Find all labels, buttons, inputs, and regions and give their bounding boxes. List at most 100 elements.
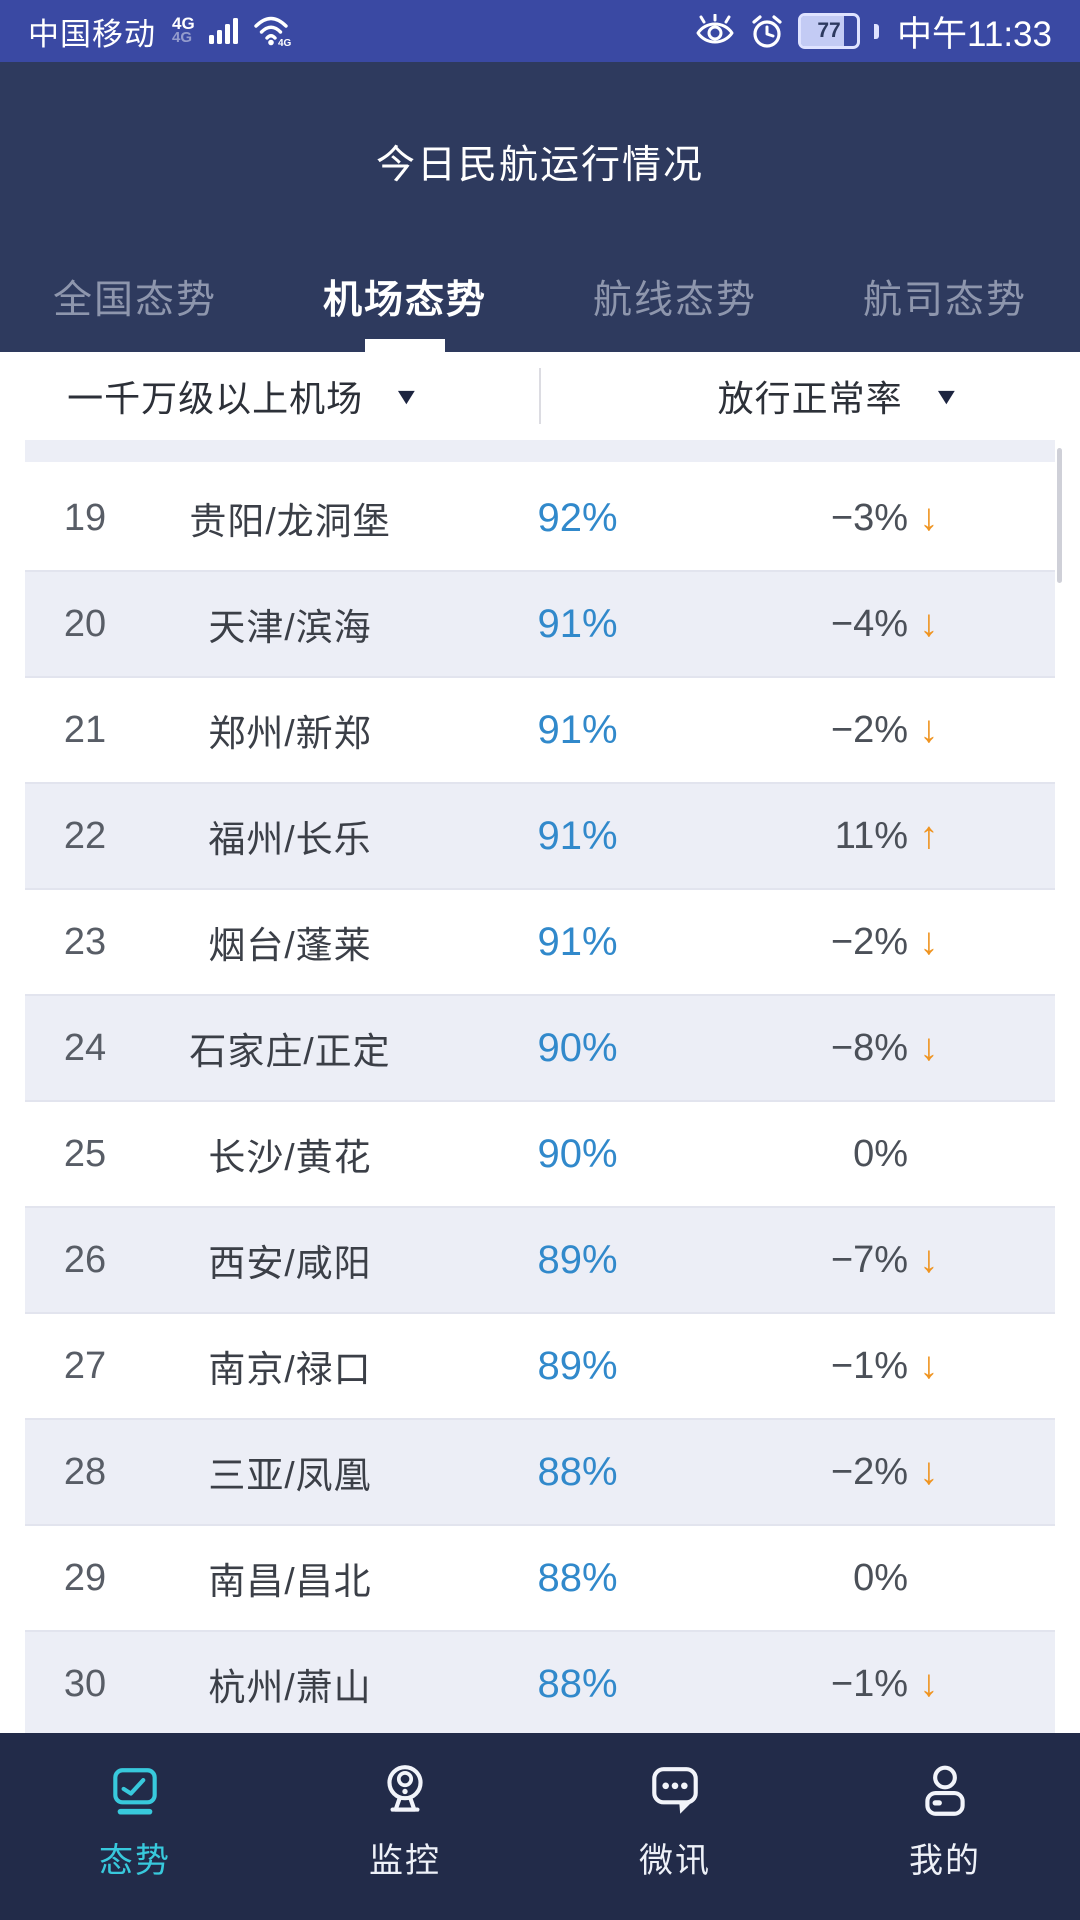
rank-value: 20 bbox=[63, 602, 107, 645]
change-cell: −3% ↓ bbox=[720, 497, 1055, 540]
nav-label: 监控 bbox=[369, 1842, 441, 1880]
eye-comfort-icon bbox=[694, 14, 736, 48]
tab-routes[interactable]: 航线态势 bbox=[592, 279, 757, 322]
table-row[interactable]: 22 福州/长乐 91% 11% ↑ bbox=[25, 782, 1055, 888]
tab-airlines[interactable]: 航司态势 bbox=[862, 279, 1027, 322]
webcam-icon bbox=[378, 1763, 432, 1821]
battery-cap bbox=[874, 23, 879, 39]
rank-value: 27 bbox=[63, 1344, 107, 1387]
rank-value: 26 bbox=[63, 1238, 107, 1281]
rate-value: 88% bbox=[537, 1661, 618, 1706]
airport-name: 南京/禄口 bbox=[208, 1349, 372, 1390]
rate-value: 89% bbox=[537, 1343, 618, 1388]
rank-value: 22 bbox=[63, 814, 107, 857]
tab-national[interactable]: 全国态势 bbox=[52, 279, 217, 322]
rate-value: 91% bbox=[537, 813, 618, 858]
change-value: −2% bbox=[830, 1450, 908, 1493]
change-value: −2% bbox=[830, 920, 908, 963]
trend-down-arrow-icon: ↓ bbox=[919, 920, 939, 963]
filter-divider bbox=[539, 368, 541, 424]
airport-name: 天津/滨海 bbox=[208, 607, 372, 648]
nav-label: 态势 bbox=[99, 1842, 171, 1880]
change-value: 11% bbox=[834, 814, 908, 857]
scrollbar[interactable] bbox=[1057, 448, 1062, 583]
rank-value: 30 bbox=[63, 1662, 107, 1705]
page-title: 今日民航运行情况 bbox=[375, 144, 704, 187]
status-bar: 中国移动 4G 4G 4G bbox=[0, 0, 1080, 62]
svg-text:4G: 4G bbox=[278, 38, 292, 48]
change-value: −8% bbox=[830, 1026, 908, 1069]
battery-level: 77 bbox=[817, 19, 841, 42]
trend-down-arrow-icon: ↓ bbox=[919, 602, 939, 645]
rank-value: 29 bbox=[63, 1556, 107, 1599]
rate-value: 90% bbox=[537, 1131, 618, 1176]
nav-label: 我的 bbox=[909, 1842, 981, 1880]
airport-level-dropdown[interactable]: 一千万级以上机场 ▼ bbox=[0, 352, 485, 440]
battery-icon: 77 bbox=[798, 13, 860, 49]
trend-down-arrow-icon: ↓ bbox=[919, 1662, 939, 1705]
rank-value: 19 bbox=[63, 496, 107, 539]
airport-name: 南昌/昌北 bbox=[208, 1561, 372, 1602]
nav-item-situation[interactable]: 态势 bbox=[0, 1733, 270, 1920]
airport-name: 杭州/萧山 bbox=[208, 1667, 372, 1708]
metric-dropdown[interactable]: 放行正常率 ▼ bbox=[485, 352, 1080, 440]
tab-bar: 全国态势 机场态势 航线态势 航司态势 bbox=[0, 242, 1080, 352]
change-cell: 0% bbox=[720, 1133, 1055, 1176]
change-cell: 11% ↑ bbox=[720, 815, 1055, 858]
network-type-badge: 4G 4G bbox=[172, 14, 195, 46]
rate-value: 92% bbox=[537, 495, 618, 540]
profile-icon bbox=[918, 1763, 972, 1821]
table-row[interactable]: 29 南昌/昌北 88% 0% bbox=[25, 1524, 1055, 1630]
rate-value: 89% bbox=[537, 1237, 618, 1282]
trend-down-arrow-icon: ↓ bbox=[919, 496, 939, 539]
table-row[interactable]: 28 三亚/凤凰 88% −2% ↓ bbox=[25, 1418, 1055, 1524]
chat-bubble-icon bbox=[648, 1763, 702, 1821]
rate-value: 88% bbox=[537, 1449, 618, 1494]
rate-value: 88% bbox=[537, 1555, 618, 1600]
table-row[interactable]: 26 西安/咸阳 89% −7% ↓ bbox=[25, 1206, 1055, 1312]
caret-down-icon: ▼ bbox=[392, 382, 421, 409]
nav-item-messages[interactable]: 微讯 bbox=[540, 1733, 810, 1920]
rate-value: 91% bbox=[537, 919, 618, 964]
change-value: 0% bbox=[853, 1556, 908, 1599]
change-cell: −2% ↓ bbox=[720, 921, 1055, 964]
trend-down-arrow-icon: ↓ bbox=[919, 1344, 939, 1387]
table-row[interactable]: 27 南京/禄口 89% −1% ↓ bbox=[25, 1312, 1055, 1418]
table-row[interactable]: 20 天津/滨海 91% −4% ↓ bbox=[25, 570, 1055, 676]
change-value: −1% bbox=[830, 1344, 908, 1387]
rank-value: 23 bbox=[63, 920, 107, 963]
change-value: −1% bbox=[830, 1662, 908, 1705]
nav-item-monitor[interactable]: 监控 bbox=[270, 1733, 540, 1920]
partial-row-above bbox=[25, 440, 1055, 462]
nav-item-profile[interactable]: 我的 bbox=[810, 1733, 1080, 1920]
airport-name: 三亚/凤凰 bbox=[208, 1455, 372, 1496]
trend-down-arrow-icon: ↓ bbox=[919, 1026, 939, 1069]
bottom-nav: 态势 监控 bbox=[0, 1733, 1080, 1920]
table-row[interactable]: 24 石家庄/正定 90% −8% ↓ bbox=[25, 994, 1055, 1100]
change-cell: −1% ↓ bbox=[720, 1345, 1055, 1388]
carrier-name: 中国移动 bbox=[28, 16, 156, 52]
wifi-icon: 4G bbox=[253, 14, 293, 48]
table-row[interactable]: 25 长沙/黄花 90% 0% bbox=[25, 1100, 1055, 1206]
airport-name: 西安/咸阳 bbox=[208, 1243, 372, 1284]
rate-value: 91% bbox=[537, 601, 618, 646]
trend-down-arrow-icon: ↓ bbox=[919, 1238, 939, 1281]
tab-airport[interactable]: 机场态势 bbox=[322, 279, 487, 322]
airport-name: 郑州/新郑 bbox=[208, 713, 372, 754]
change-value: −3% bbox=[830, 496, 908, 539]
airport-rank-table: 19 贵阳/龙洞堡 92% −3% ↓ 20 天津/滨海 91% −4% ↓ 2… bbox=[25, 440, 1055, 1736]
table-row[interactable]: 21 郑州/新郑 91% −2% ↓ bbox=[25, 676, 1055, 782]
nav-label: 微讯 bbox=[639, 1842, 711, 1880]
airport-name: 贵阳/龙洞堡 bbox=[189, 501, 391, 542]
change-cell: −2% ↓ bbox=[720, 1451, 1055, 1494]
change-cell: −2% ↓ bbox=[720, 709, 1055, 752]
change-value: 0% bbox=[853, 1132, 908, 1175]
airport-name: 烟台/蓬莱 bbox=[208, 925, 372, 966]
status-time: 中午11:33 bbox=[897, 14, 1052, 54]
change-value: −2% bbox=[830, 708, 908, 751]
change-cell: 0% bbox=[720, 1557, 1055, 1600]
table-row[interactable]: 30 杭州/萧山 88% −1% ↓ bbox=[25, 1630, 1055, 1736]
table-row[interactable]: 23 烟台/蓬莱 91% −2% ↓ bbox=[25, 888, 1055, 994]
change-cell: −7% ↓ bbox=[720, 1239, 1055, 1282]
table-row[interactable]: 19 贵阳/龙洞堡 92% −3% ↓ bbox=[25, 466, 1055, 570]
